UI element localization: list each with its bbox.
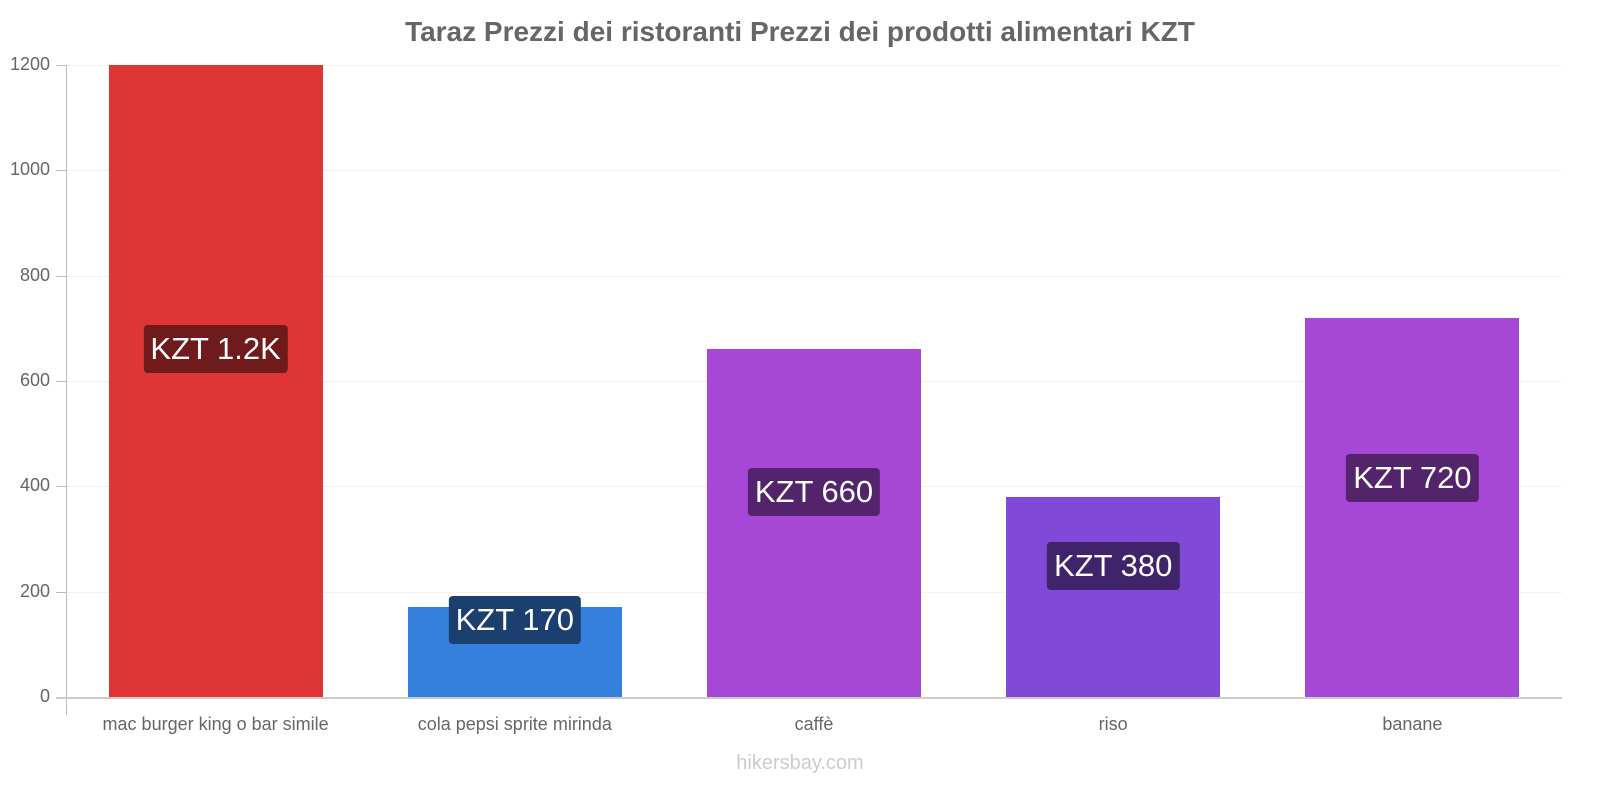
bar-value-label: KZT 170 (449, 596, 581, 644)
watermark: hikersbay.com (0, 752, 1600, 775)
y-tick-mark (56, 486, 66, 487)
bar[interactable] (707, 349, 921, 697)
chart-title: Taraz Prezzi dei ristoranti Prezzi dei p… (0, 16, 1600, 48)
y-tick-mark (56, 592, 66, 593)
y-axis-line (66, 65, 67, 715)
bar[interactable] (109, 65, 323, 697)
bar-value-label: KZT 1.2K (143, 325, 287, 373)
y-tick-label: 600 (0, 370, 50, 391)
x-tick-label: caffè (795, 714, 834, 735)
bar-value-label: KZT 660 (748, 468, 880, 516)
x-tick-label: cola pepsi sprite mirinda (418, 714, 612, 735)
y-tick-mark (56, 170, 66, 171)
x-axis-line (56, 697, 1562, 699)
y-tick-mark (56, 276, 66, 277)
bar-value-label: KZT 720 (1346, 454, 1478, 502)
y-tick-label: 800 (0, 265, 50, 286)
x-tick-label: mac burger king o bar simile (103, 714, 329, 735)
y-tick-label: 400 (0, 475, 50, 496)
bar[interactable] (1305, 318, 1519, 697)
x-tick-label: banane (1382, 714, 1442, 735)
bar[interactable] (1006, 497, 1220, 697)
y-tick-label: 0 (0, 686, 50, 707)
y-tick-label: 200 (0, 581, 50, 602)
y-tick-mark (56, 65, 66, 66)
y-tick-label: 1000 (0, 159, 50, 180)
y-tick-mark (56, 381, 66, 382)
y-tick-label: 1200 (0, 54, 50, 75)
x-tick-label: riso (1099, 714, 1128, 735)
bar-value-label: KZT 380 (1047, 542, 1179, 590)
